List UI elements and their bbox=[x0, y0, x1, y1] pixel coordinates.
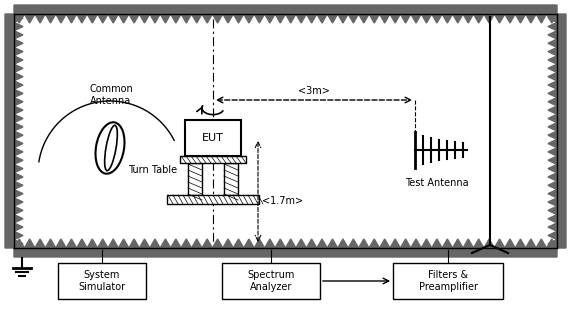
Bar bbox=[14, 14, 557, 248]
Text: Spectrum
Analyzer: Spectrum Analyzer bbox=[247, 270, 295, 292]
Bar bbox=[224, 163, 238, 195]
Text: Test Antenna: Test Antenna bbox=[405, 178, 469, 188]
Text: Turn Table: Turn Table bbox=[128, 165, 177, 175]
Bar bbox=[393, 263, 503, 299]
Polygon shape bbox=[14, 5, 557, 23]
Bar bbox=[58, 263, 146, 299]
Bar bbox=[180, 156, 246, 163]
Ellipse shape bbox=[104, 125, 117, 171]
Text: System
Simulator: System Simulator bbox=[78, 270, 126, 292]
Bar bbox=[188, 163, 202, 195]
Polygon shape bbox=[5, 14, 23, 248]
Bar bbox=[222, 263, 320, 299]
Text: <3m>: <3m> bbox=[298, 86, 330, 96]
Polygon shape bbox=[14, 239, 557, 257]
Bar bbox=[185, 120, 241, 156]
Ellipse shape bbox=[95, 122, 124, 174]
Text: EUT: EUT bbox=[202, 133, 224, 143]
Text: <1.7m>: <1.7m> bbox=[262, 197, 303, 206]
Polygon shape bbox=[548, 14, 566, 248]
Text: Filters &
Preamplifier: Filters & Preamplifier bbox=[419, 270, 477, 292]
Text: Common
Antenna: Common Antenna bbox=[90, 84, 134, 106]
Bar bbox=[167, 195, 259, 204]
